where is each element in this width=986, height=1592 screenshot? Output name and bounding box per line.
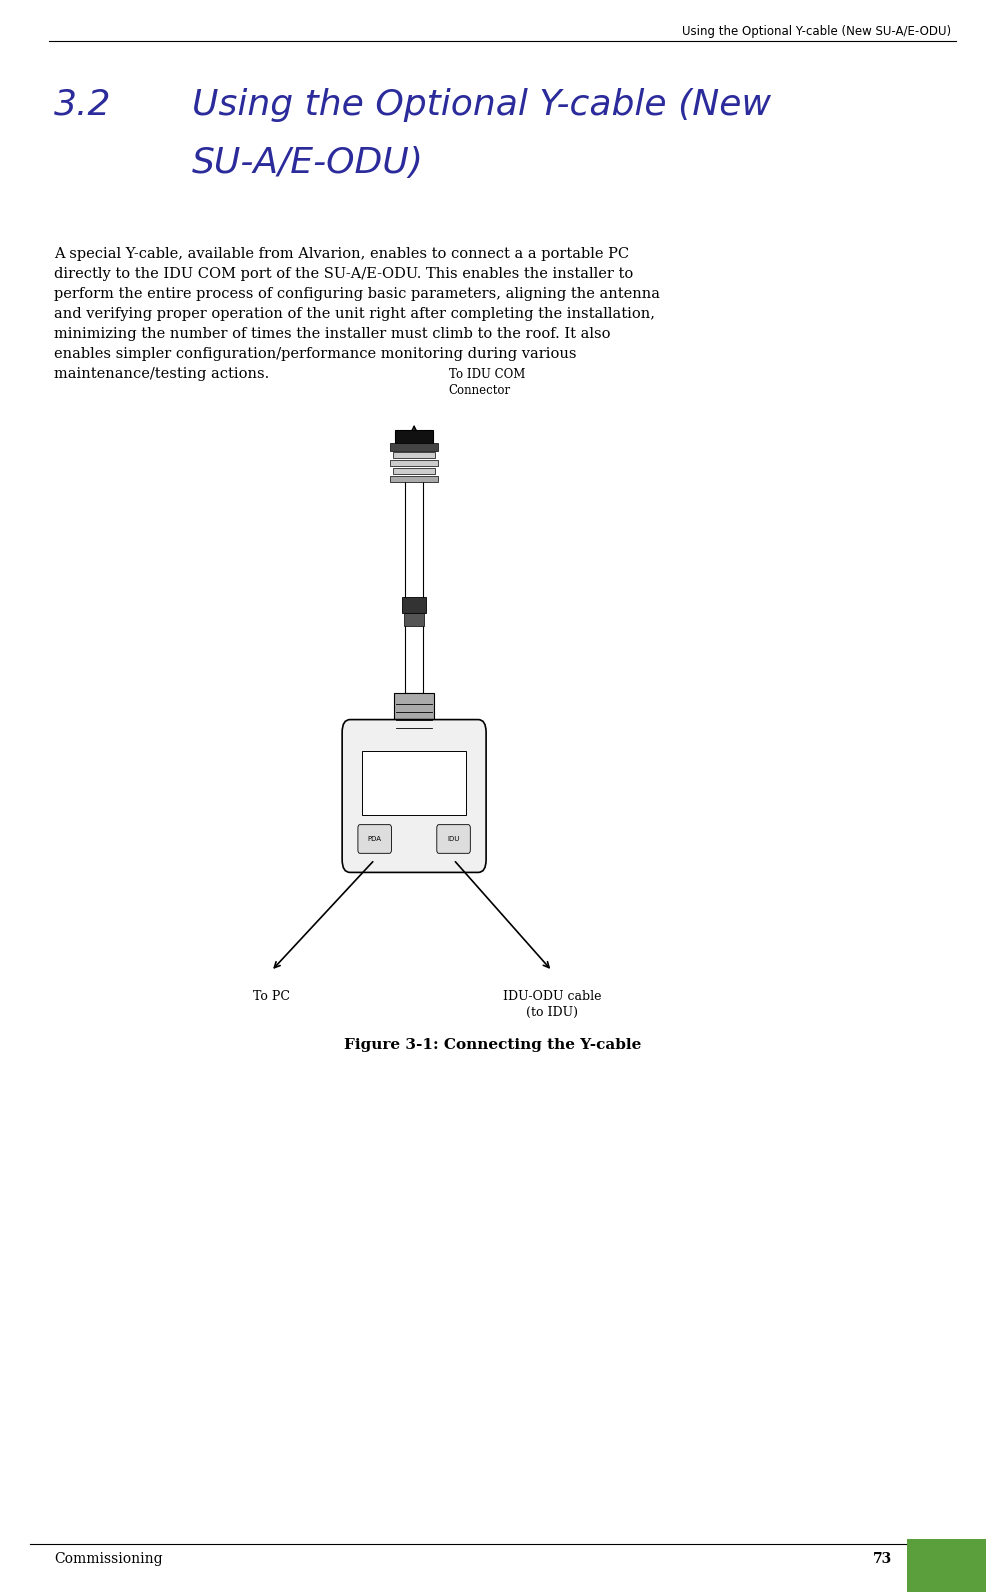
Text: Using the Optional Y-cable (New SU-A/E-ODU): Using the Optional Y-cable (New SU-A/E-O… <box>682 25 951 38</box>
Text: To IDU COM
Connector: To IDU COM Connector <box>449 368 525 396</box>
FancyBboxPatch shape <box>437 825 470 853</box>
Text: 73: 73 <box>873 1552 892 1567</box>
FancyBboxPatch shape <box>390 443 438 451</box>
FancyBboxPatch shape <box>393 468 435 474</box>
FancyBboxPatch shape <box>405 613 423 693</box>
FancyBboxPatch shape <box>390 476 438 482</box>
FancyBboxPatch shape <box>394 693 434 732</box>
FancyBboxPatch shape <box>404 613 424 626</box>
Text: Using the Optional Y-cable (New: Using the Optional Y-cable (New <box>192 88 771 121</box>
Text: To PC: To PC <box>252 990 290 1003</box>
FancyBboxPatch shape <box>393 452 435 458</box>
FancyBboxPatch shape <box>358 825 391 853</box>
FancyBboxPatch shape <box>405 478 423 605</box>
Text: Figure 3-1: Connecting the Y-cable: Figure 3-1: Connecting the Y-cable <box>344 1038 642 1052</box>
Text: PDA: PDA <box>368 836 382 842</box>
Text: IDU: IDU <box>448 836 459 842</box>
Text: A special Y-cable, available from Alvarion, enables to connect a a portable PC
d: A special Y-cable, available from Alvari… <box>54 247 661 380</box>
Text: SU-A/E-ODU): SU-A/E-ODU) <box>192 146 424 180</box>
FancyBboxPatch shape <box>395 430 433 443</box>
FancyBboxPatch shape <box>907 1539 986 1592</box>
FancyBboxPatch shape <box>342 720 486 872</box>
FancyBboxPatch shape <box>362 751 466 815</box>
Text: Commissioning: Commissioning <box>54 1552 163 1567</box>
Text: 3.2: 3.2 <box>54 88 111 121</box>
FancyBboxPatch shape <box>390 460 438 466</box>
FancyBboxPatch shape <box>402 597 426 613</box>
Text: IDU-ODU cable
(to IDU): IDU-ODU cable (to IDU) <box>503 990 601 1019</box>
